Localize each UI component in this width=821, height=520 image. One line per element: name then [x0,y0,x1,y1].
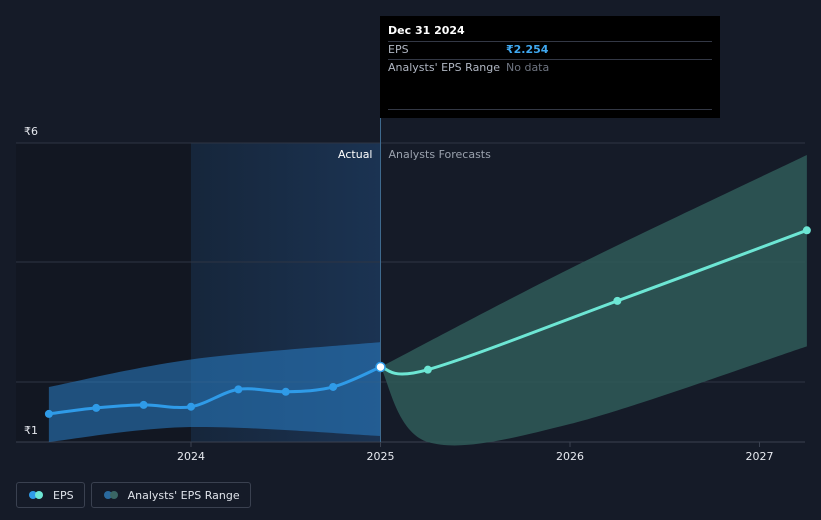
legend-range-label: Analysts' EPS Range [127,488,240,502]
tooltip-range-label: Analysts' EPS Range [388,61,501,74]
range-band-forecast [380,154,807,446]
tooltip-divider [388,109,712,110]
forecast-label: Analysts Forecasts [389,148,492,161]
eps-legend-icon [29,491,45,499]
range-band-actual [48,342,381,442]
tooltip: Dec 31 2024 EPS ₹2.254 Analysts' EPS Ran… [380,16,720,118]
y-tick-label-0: ₹6 [24,125,38,138]
x-tick-label-1: 2025 [367,450,395,463]
eps-point-8 [423,365,432,374]
y-tick-label-1: ₹1 [24,424,38,437]
eps-point-7 [375,361,386,373]
legend-eps[interactable]: EPS [16,482,85,508]
legend-analysts-range[interactable]: Analysts' EPS Range [90,482,251,508]
eps-point-4 [234,385,243,394]
eps-chart: ₹6 ₹1 2024 2025 2026 2027 Actual Analysts Forec… [16,118,811,463]
actual-label: Actual [338,148,372,161]
tooltip-range-value: No data [506,61,550,74]
tooltip-eps-value: ₹2.254 [506,43,549,56]
x-tick-label-3: 2027 [746,450,774,463]
eps-point-1 [92,403,101,412]
tooltip-eps-row: EPS ₹2.254 [388,41,712,59]
eps-line-forecast [380,228,808,376]
tooltip-eps-label: EPS [388,43,409,56]
eps-point-3 [187,402,195,411]
eps-point-0 [44,409,53,418]
eps-point-6 [329,382,338,391]
x-tick-label-2: 2026 [556,450,584,463]
legend: EPS Analysts' EPS Range [16,482,251,508]
eps-point-9 [613,296,622,305]
tooltip-range-row: Analysts' EPS Range No data [388,59,712,77]
range-legend-icon [103,491,120,499]
eps-point-10 [802,226,811,235]
eps-point-2 [139,400,148,409]
x-tick-label-0: 2024 [177,450,205,463]
eps-point-5 [281,387,290,396]
legend-eps-label: EPS [53,488,74,502]
tooltip-date: Dec 31 2024 [388,24,465,37]
